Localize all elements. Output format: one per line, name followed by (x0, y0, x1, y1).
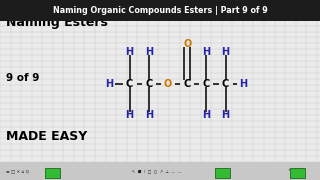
Text: H: H (221, 110, 230, 120)
Text: O: O (164, 79, 172, 89)
Text: MADE EASY: MADE EASY (6, 130, 88, 143)
Bar (0, 162, 320, 180)
Text: H: H (239, 79, 247, 89)
Bar (290, 168, 305, 178)
Text: H: H (202, 47, 211, 57)
Text: H: H (202, 110, 211, 120)
Text: C: C (145, 79, 152, 89)
Text: H: H (125, 110, 134, 120)
Text: O: O (183, 39, 191, 49)
Text: H: H (125, 47, 134, 57)
Text: ↖  ■  /  □  ○  ↗  ⊥  —  —: ↖ ■ / □ ○ ↗ ⊥ — — (132, 169, 181, 173)
Text: C: C (184, 79, 191, 89)
Text: C: C (203, 79, 210, 89)
Bar (0, 0, 320, 21)
Text: 9 of 9: 9 of 9 (6, 73, 40, 83)
Text: + ◀ ▲: + ◀ ▲ (288, 169, 301, 173)
Bar (45, 168, 60, 178)
Text: ≡ □ ✕ ⌂ Q: ≡ □ ✕ ⌂ Q (6, 169, 29, 173)
Text: Naming Organic Compounds Esters | Part 9 of 9: Naming Organic Compounds Esters | Part 9… (52, 6, 268, 15)
Text: H: H (145, 110, 153, 120)
Text: C: C (222, 79, 229, 89)
Text: C: C (126, 79, 133, 89)
Text: H: H (145, 47, 153, 57)
Bar (215, 168, 230, 178)
Text: H: H (105, 79, 113, 89)
Text: Naming Esters: Naming Esters (6, 16, 108, 29)
Text: H: H (221, 47, 230, 57)
